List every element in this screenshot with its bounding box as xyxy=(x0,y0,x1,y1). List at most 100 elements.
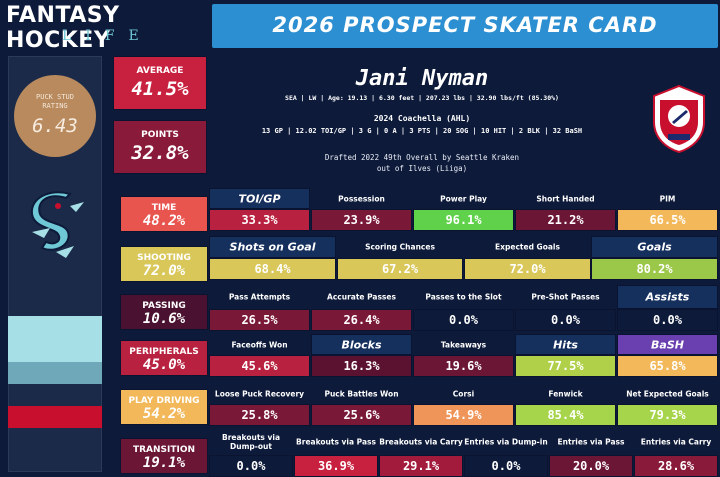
points-label: POINTS xyxy=(141,130,179,140)
stat-header-goals: Goals xyxy=(591,236,718,258)
stat-header-entries-via-pass: Entries via Pass xyxy=(549,429,633,455)
team-color-stripe xyxy=(8,362,102,384)
stat-value-text: 66.5% xyxy=(649,213,686,227)
page-title: 2026 PROSPECT SKATER CARD xyxy=(272,13,658,37)
stat-value-entries-via-pass: 20.0% xyxy=(549,455,633,477)
stat-value-breakouts-via-pass: 36.9% xyxy=(294,455,378,477)
stat-value-text: 68.4% xyxy=(254,262,291,276)
title-bar: 2026 PROSPECT SKATER CARD xyxy=(212,4,718,48)
category-label: TIME xyxy=(151,203,177,213)
stat-value-possession: 23.9% xyxy=(311,209,412,231)
stat-value-bash: 65.8% xyxy=(617,355,718,377)
stat-header-label: Expected Goals xyxy=(495,242,560,252)
stat-header-corsi: Corsi xyxy=(413,384,514,404)
stat-header-label: Takeaways xyxy=(440,340,487,349)
stat-header-label: Shots on Goal xyxy=(229,240,316,254)
stat-header-label: Possession xyxy=(338,194,385,203)
stat-value-faceoffs-won: 45.6% xyxy=(209,355,310,377)
stat-header-breakouts-via-dump-out: Breakouts via Dump-out xyxy=(209,429,293,455)
stat-header-label: Pass Attempts xyxy=(228,292,291,302)
stat-value-expected-goals: 72.0% xyxy=(464,258,591,280)
stat-value-blocks: 16.3% xyxy=(311,355,412,377)
stat-value-text: 20.0% xyxy=(572,459,610,473)
stat-header-label: Accurate Passes xyxy=(327,292,396,302)
stat-header-pre-shot-passes: Pre-Shot Passes xyxy=(515,285,616,309)
stat-value-text: 65.8% xyxy=(649,359,686,373)
kraken-logo-icon xyxy=(30,191,84,258)
stat-value-takeaways: 19.6% xyxy=(413,355,514,377)
brand-line1: FANTASY HOCKEY xyxy=(6,3,120,53)
stat-value-pre-shot-passes: 0.0% xyxy=(515,309,616,331)
stat-value-loose-puck-recovery: 25.8% xyxy=(209,404,310,426)
stat-value-text: 23.9% xyxy=(343,213,380,227)
category-value: 19.1% xyxy=(142,455,186,471)
stat-value-pass-attempts: 26.5% xyxy=(209,309,310,331)
stat-header-label: Net Expected Goals xyxy=(626,389,709,399)
stat-header-label: Fenwick xyxy=(548,389,583,399)
category-play-driving: PLAY DRIVING 54.2% xyxy=(120,389,208,425)
puck-stud-value: 6.43 xyxy=(32,115,78,137)
category-value: 45.0% xyxy=(142,357,186,373)
category-passing: PASSING 10.6% xyxy=(120,294,208,330)
brand-logo: FANTASY HOCKEY LIFE xyxy=(0,0,208,53)
stat-header-breakouts-via-carry: Breakouts via Carry xyxy=(379,429,463,455)
stat-header-blocks: Blocks xyxy=(311,334,412,355)
stat-value-text: 96.1% xyxy=(445,213,482,227)
stat-value-toi-gp: 33.3% xyxy=(209,209,310,231)
stat-value-passes-to-the-slot: 0.0% xyxy=(413,309,514,331)
stat-value-scoring-chances: 67.2% xyxy=(337,258,463,280)
player-info: Jani Nyman SEA | LW | Age: 19.13 | 6.30 … xyxy=(212,58,632,178)
stat-header-label: Passes to the Slot xyxy=(425,292,502,302)
stat-value-puck-battles-won: 25.6% xyxy=(311,404,412,426)
stat-value-pim: 66.5% xyxy=(617,209,718,231)
stat-value-shots-on-goal: 68.4% xyxy=(209,258,336,280)
category-label: PASSING xyxy=(142,301,186,311)
stat-value-text: 29.1% xyxy=(402,459,440,473)
team-color-stripe xyxy=(8,316,102,362)
stat-value-text: 26.5% xyxy=(241,313,278,327)
stat-header-label: Breakouts via Pass xyxy=(296,437,376,447)
stat-header-label: Pre-Shot Passes xyxy=(531,292,600,302)
stat-header-label: Entries via Dump-in xyxy=(464,437,548,447)
stat-header-entries-via-dump-in: Entries via Dump-in xyxy=(464,429,548,455)
stat-value-text: 67.2% xyxy=(381,262,419,276)
category-shooting: SHOOTING 72.0% xyxy=(120,246,208,282)
stat-value-hits: 77.5% xyxy=(515,355,616,377)
points-box: POINTS 32.8% xyxy=(113,120,207,174)
points-value: 32.8% xyxy=(131,142,189,164)
stat-value-text: 25.6% xyxy=(343,408,380,422)
stat-value-entries-via-dump-in: 0.0% xyxy=(464,455,548,477)
stat-header-label: TOI/GP xyxy=(238,192,281,205)
puck-stud-label: PUCK STUD RATING xyxy=(36,93,74,110)
stat-header-label: Breakouts via Carry xyxy=(379,437,463,447)
stat-header-label: Loose Puck Recovery xyxy=(214,389,305,399)
stat-header-label: Faceoffs Won xyxy=(231,340,288,349)
stat-header-power-play: Power Play xyxy=(413,188,514,209)
stat-value-text: 45.6% xyxy=(241,359,278,373)
category-value: 54.2% xyxy=(142,406,186,422)
stat-value-text: 54.9% xyxy=(445,408,482,422)
average-box: AVERAGE 41.5% xyxy=(113,56,207,110)
stat-header-label: Blocks xyxy=(341,338,382,351)
stat-value-assists: 0.0% xyxy=(617,309,718,331)
stat-header-takeaways: Takeaways xyxy=(413,334,514,355)
stat-header-label: Scoring Chances xyxy=(365,242,435,252)
stat-value-corsi: 54.9% xyxy=(413,404,514,426)
team-color-stripe xyxy=(8,406,102,428)
category-value: 48.2% xyxy=(142,213,186,229)
stat-value-text: 25.8% xyxy=(241,408,278,422)
category-label: PERIPHERALS xyxy=(129,347,199,357)
stat-value-text: 77.5% xyxy=(547,359,584,373)
stat-header-puck-battles-won: Puck Battles Won xyxy=(311,384,412,404)
stat-value-short-handed: 21.2% xyxy=(515,209,616,231)
stat-header-pim: PIM xyxy=(617,188,718,209)
stat-header-label: Goals xyxy=(637,240,672,254)
stat-value-text: 33.3% xyxy=(241,213,278,227)
stat-header-label: Breakouts via Dump-out xyxy=(221,433,281,451)
stat-header-label: Entries via Pass xyxy=(557,437,625,447)
stat-value-text: 85.4% xyxy=(547,408,584,422)
player-bio: SEA | LW | Age: 19.13 | 6.30 feet | 207.… xyxy=(285,94,559,102)
average-label: AVERAGE xyxy=(136,66,184,76)
stat-header-pass-attempts: Pass Attempts xyxy=(209,285,310,309)
stat-header-label: Assists xyxy=(645,290,690,304)
